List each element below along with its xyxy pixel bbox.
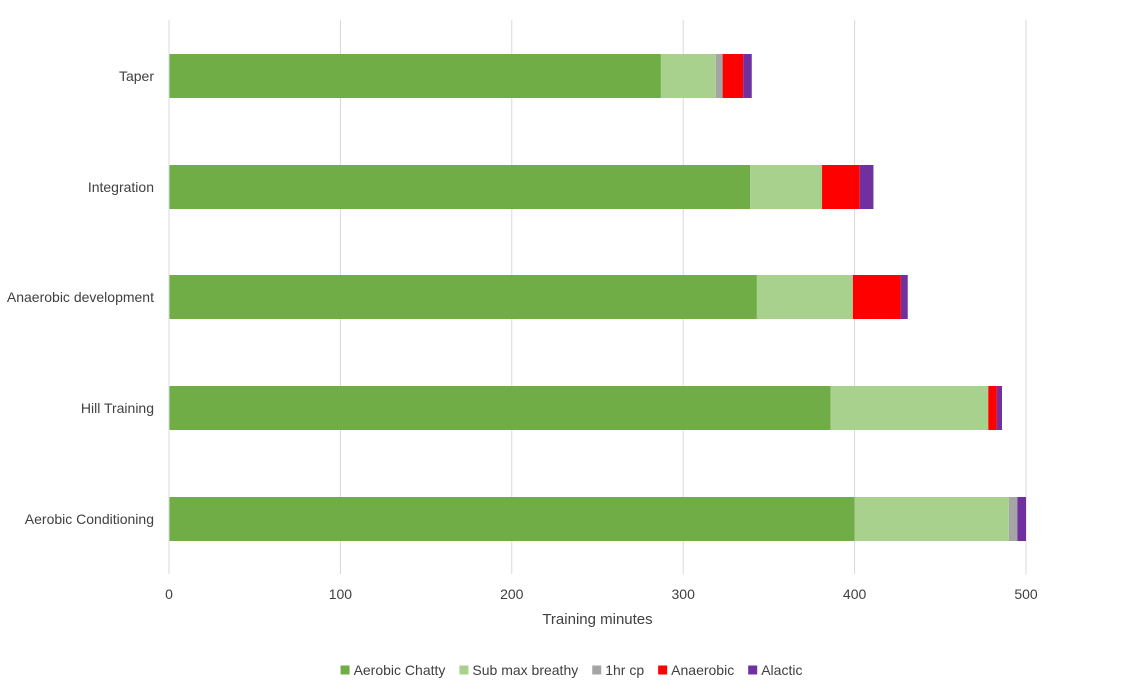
x-tick-label: 0 bbox=[165, 586, 173, 602]
bar-anaerobic-development-aerobic-chatty bbox=[169, 275, 757, 319]
legend-item-alactic: Alactic bbox=[748, 662, 802, 678]
bar-taper-aerobic-chatty bbox=[169, 54, 661, 98]
y-axis: Aerobic Conditioning Hill Training Anaerob… bbox=[7, 20, 170, 574]
x-tick-label: 300 bbox=[672, 586, 696, 602]
bar-aerobic-conditioning-aerobic-chatty bbox=[169, 497, 855, 541]
legend-item-aerobic-chatty: Aerobic Chatty bbox=[340, 662, 446, 678]
bar-taper-alactic bbox=[743, 54, 752, 98]
legend-label: Sub max breathy bbox=[472, 662, 578, 678]
x-tick-label: 100 bbox=[329, 586, 353, 602]
bar-aerobic-conditioning-sub-max-breathy bbox=[854, 497, 1009, 541]
legend-label: Aerobic Chatty bbox=[354, 662, 446, 678]
x-axis: 0 100 200 300 400 500 bbox=[165, 586, 1038, 602]
bar-aerobic-conditioning-1hr-cp bbox=[1008, 497, 1018, 541]
legend-item-sub-max-breathy: Sub max breathy bbox=[459, 662, 578, 678]
bar-hill-training-anaerobic bbox=[988, 386, 997, 430]
bar-anaerobic-development-sub-max-breathy bbox=[756, 275, 853, 319]
bar-taper-1hr-cp bbox=[715, 54, 723, 98]
legend-swatch bbox=[340, 665, 350, 675]
bar-integration-anaerobic bbox=[822, 165, 860, 209]
legend-swatch bbox=[592, 665, 602, 675]
legend-label: Anaerobic bbox=[671, 662, 734, 678]
bar-taper-anaerobic bbox=[722, 54, 744, 98]
legend-swatch bbox=[658, 665, 668, 675]
bar-anaerobic-development-anaerobic bbox=[852, 275, 901, 319]
legend-swatch bbox=[459, 665, 469, 675]
y-tick-label: Taper bbox=[119, 68, 154, 84]
x-tick-label: 500 bbox=[1014, 586, 1038, 602]
bar-anaerobic-development-alactic bbox=[900, 275, 908, 319]
x-tick-label: 400 bbox=[843, 586, 867, 602]
legend: Aerobic Chatty Sub max breathy 1hr cp Anaer… bbox=[340, 662, 802, 678]
bar-hill-training-alactic bbox=[996, 386, 1003, 430]
bars bbox=[169, 54, 1026, 541]
y-tick-label: Integration bbox=[88, 179, 154, 195]
bar-hill-training-aerobic-chatty bbox=[169, 386, 831, 430]
bar-aerobic-conditioning-alactic bbox=[1017, 497, 1026, 541]
bar-integration-alactic bbox=[859, 165, 874, 209]
legend-swatch bbox=[748, 665, 758, 675]
x-axis-title: Training minutes bbox=[542, 611, 652, 628]
legend-item-anaerobic: Anaerobic bbox=[658, 662, 734, 678]
legend-label: Alactic bbox=[761, 662, 802, 678]
x-tick-label: 200 bbox=[500, 586, 524, 602]
y-tick-label: Anaerobic development bbox=[7, 289, 154, 305]
bar-integration-sub-max-breathy bbox=[750, 165, 823, 209]
legend-item-1hr-cp: 1hr cp bbox=[592, 662, 644, 678]
y-tick-label: Aerobic Conditioning bbox=[25, 511, 154, 527]
bar-integration-aerobic-chatty bbox=[169, 165, 751, 209]
bar-taper-sub-max-breathy bbox=[660, 54, 716, 98]
legend-label: 1hr cp bbox=[605, 662, 644, 678]
bar-hill-training-sub-max-breathy bbox=[830, 386, 989, 430]
y-tick-label: Hill Training bbox=[81, 400, 154, 416]
